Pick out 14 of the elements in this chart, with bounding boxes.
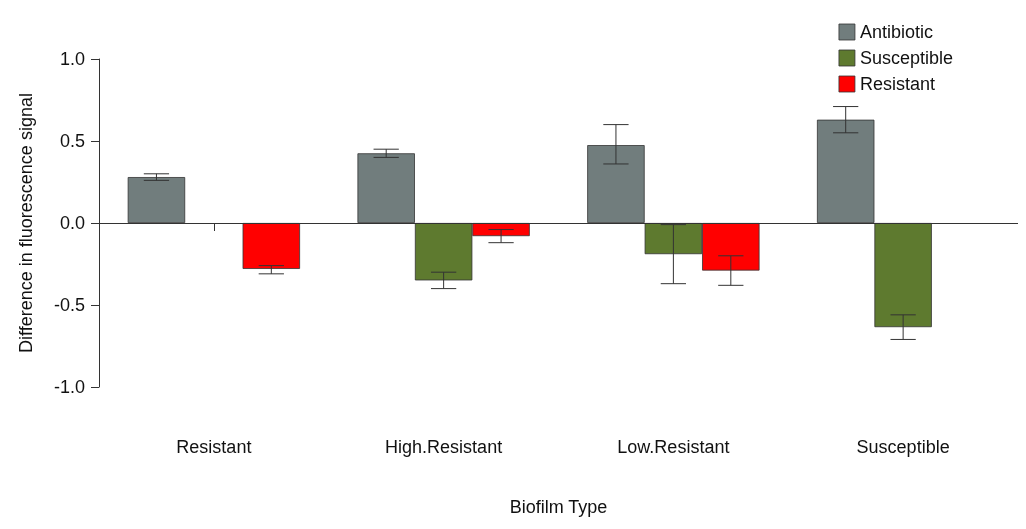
y-tick-label: -0.5 (53, 295, 85, 315)
x-tick-label: Low.Resistant (617, 437, 730, 457)
x-tick-label: High.Resistant (385, 437, 503, 457)
x-axis-title: Biofilm Type (509, 497, 608, 517)
y-tick-label: 0.5 (59, 131, 85, 151)
x-tick-label: Susceptible (856, 437, 950, 457)
legend-label: Antibiotic (859, 22, 933, 42)
y-axis-title: Difference in fluorescence signal (16, 93, 36, 353)
legend-label: Resistant (859, 74, 935, 94)
y-tick-label: 1.0 (59, 49, 85, 69)
y-tick-label: -1.0 (53, 377, 85, 397)
legend-label: Susceptible (859, 48, 953, 68)
y-tick-label: 0.0 (59, 213, 85, 233)
x-tick-label: Resistant (176, 437, 252, 457)
